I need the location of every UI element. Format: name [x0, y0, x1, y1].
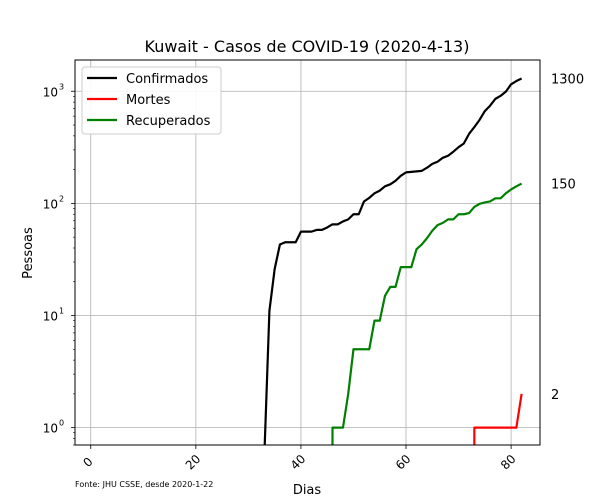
chart-title: Kuwait - Casos de COVID-19 (2020-4-13) — [145, 37, 470, 56]
legend: Confirmados Mortes Recuperados — [81, 66, 222, 135]
y-tick-label: 10 — [43, 310, 58, 324]
legend-label: Recuperados — [126, 114, 211, 129]
y-tick-exponent: 2 — [59, 194, 64, 203]
x-tick-label: 20 — [183, 452, 204, 473]
x-axis-label: Dias — [293, 483, 322, 498]
y-axis-label: Pessoas — [21, 227, 36, 279]
x-ticks: 0 20 40 60 80 — [80, 445, 519, 473]
legend-box — [81, 66, 222, 135]
right-value-label: 2 — [551, 388, 559, 403]
series-layer — [263, 77, 523, 445]
series-line-recuperados — [331, 182, 523, 445]
plot-frame — [74, 59, 541, 446]
legend-label: Mortes — [126, 93, 171, 108]
x-tick-label: 0 — [80, 455, 95, 470]
x-tick-label: 80 — [498, 452, 519, 473]
legend-label: Confirmados — [126, 72, 208, 87]
right-value-label: 150 — [551, 178, 576, 193]
y-tick-exponent: 3 — [59, 82, 64, 91]
y-tick-label: 10 — [43, 197, 58, 211]
y-tick-label: 10 — [43, 85, 58, 99]
x-tick-label: 40 — [288, 452, 309, 473]
y-tick-exponent: 0 — [59, 419, 64, 428]
y-tick-exponent: 1 — [59, 307, 64, 316]
footnote: Fonte: JHU CSSE, desde 2020-1-22 — [75, 480, 213, 489]
series-line-mortes — [473, 393, 523, 445]
series-line-confirmados — [263, 77, 523, 445]
x-tick-label: 60 — [393, 452, 414, 473]
y-tick-label: 10 — [43, 422, 58, 436]
right-labels: 1300 150 2 — [551, 72, 584, 402]
right-value-label: 1300 — [551, 72, 584, 87]
